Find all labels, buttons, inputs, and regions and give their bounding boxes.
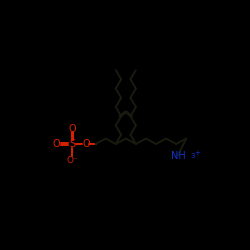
- Text: O: O: [52, 139, 60, 149]
- Text: O: O: [68, 124, 76, 134]
- Text: NH: NH: [171, 150, 186, 160]
- Text: 3: 3: [190, 153, 194, 159]
- Text: +: +: [194, 150, 200, 156]
- Text: O⁻: O⁻: [66, 156, 78, 166]
- Text: O: O: [82, 139, 90, 149]
- Text: S: S: [69, 139, 75, 149]
